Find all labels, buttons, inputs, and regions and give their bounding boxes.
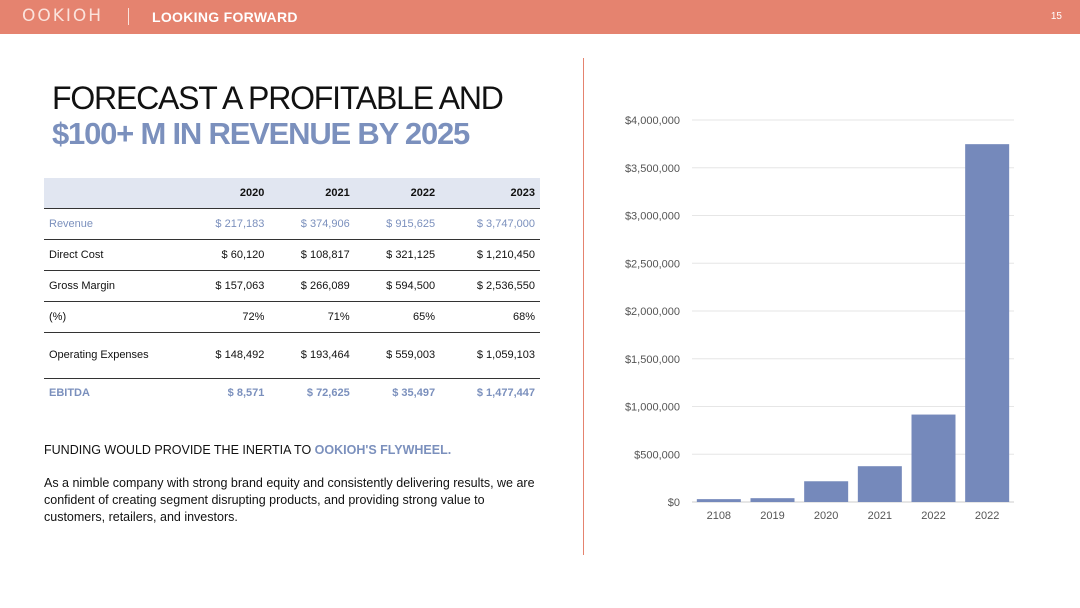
bar: [804, 481, 849, 502]
cell-value: $ 3,747,000: [440, 208, 540, 240]
bar: [857, 466, 902, 502]
y-tick-label: $0: [668, 497, 680, 509]
table-header-2023: 2023: [440, 178, 540, 209]
y-tick-label: $2,500,000: [625, 258, 680, 270]
cell-value: 68%: [440, 301, 540, 333]
row-label: EBITDA: [49, 387, 90, 400]
cell-value: $ 1,477,447: [476, 387, 535, 400]
cell-value: 72%: [184, 301, 270, 333]
table-row-gross-margin: Gross Margin $ 157,063 $ 266,089 $ 594,5…: [44, 270, 540, 302]
y-tick-label: $4,000,000: [625, 115, 680, 127]
cell-value: $ 1,210,450: [440, 239, 540, 271]
cell-value: $ 266,089: [269, 270, 355, 302]
cell-value: $ 321,125: [354, 239, 441, 271]
cell-value: $ 60,120: [184, 239, 270, 271]
x-tick-label: 2108: [707, 510, 731, 522]
x-tick-label: 2019: [760, 510, 784, 522]
cell-value: $ 374,906: [269, 208, 355, 240]
cell-value: $ 35,497: [392, 387, 436, 400]
y-tick-label: $3,000,000: [625, 211, 680, 223]
table-header-empty: [44, 178, 184, 209]
brand-logo: OOKIOH: [22, 6, 104, 26]
row-label: Operating Expenses: [44, 332, 184, 379]
table-header-2022: 2022: [354, 178, 441, 209]
table-row-direct-cost: Direct Cost $ 60,120 $ 108,817 $ 321,125…: [44, 239, 540, 271]
header-bar: OOKIOH LOOKING FORWARD 15: [0, 0, 1080, 34]
cell-value: $ 8,571: [227, 387, 265, 400]
cell-value: $ 915,625: [354, 208, 441, 240]
row-label: (%): [44, 301, 184, 333]
cell-value: $ 72,625: [306, 387, 350, 400]
row-label: Gross Margin: [44, 270, 184, 302]
row-label: Direct Cost: [44, 239, 184, 271]
bar: [965, 144, 1010, 502]
page-title-line2: $100+ M IN REVENUE BY 2025: [52, 116, 470, 151]
table-row-ebitda: EBITDA $ 8,571 $ 72,625 $ 35,497 $ 1,477…: [44, 378, 540, 408]
funding-statement: FUNDING WOULD PROVIDE THE INERTIA TO OOK…: [44, 443, 451, 457]
cell-value: $ 559,003: [354, 332, 441, 379]
table-row-revenue: Revenue $ 217,183 $ 374,906 $ 915,625 $ …: [44, 208, 540, 240]
funding-prefix: FUNDING WOULD PROVIDE THE INERTIA TO: [44, 443, 315, 457]
y-tick-label: $1,000,000: [625, 402, 680, 414]
bar: [696, 499, 741, 502]
cell-value: $ 148,492: [184, 332, 270, 379]
cell-value: $ 193,464: [269, 332, 355, 379]
cell-value: $ 2,536,550: [440, 270, 540, 302]
bar: [911, 414, 956, 502]
y-tick-label: $500,000: [634, 449, 680, 461]
x-tick-label: 2020: [814, 510, 838, 522]
table-row-percent: (%) 72% 71% 65% 68%: [44, 301, 540, 333]
cell-value: 65%: [354, 301, 441, 333]
table-header-2021: 2021: [269, 178, 355, 209]
y-tick-label: $2,000,000: [625, 306, 680, 318]
cell-value: 71%: [269, 301, 355, 333]
x-tick-label: 2022: [975, 510, 999, 522]
table-header-2020: 2020: [184, 178, 270, 209]
x-tick-label: 2022: [921, 510, 945, 522]
vertical-divider: [583, 58, 584, 555]
cell-value: $ 594,500: [354, 270, 441, 302]
y-tick-label: $1,500,000: [625, 354, 680, 366]
cell-value: $ 217,183: [184, 208, 270, 240]
body-paragraph: As a nimble company with strong brand eq…: [44, 476, 535, 524]
cell-value: $ 1,059,103: [440, 332, 540, 379]
table-row-operating-expenses: Operating Expenses $ 148,492 $ 193,464 $…: [44, 332, 540, 379]
bar: [750, 498, 795, 502]
funding-highlight: OOKIOH'S FLYWHEEL.: [314, 443, 452, 457]
table-header-row: 2020 2021 2022 2023: [44, 178, 540, 209]
cell-value: $ 108,817: [269, 239, 355, 271]
x-tick-label: 2021: [868, 510, 892, 522]
cell-value: $ 157,063: [184, 270, 270, 302]
y-tick-label: $3,500,000: [625, 163, 680, 175]
financial-table: 2020 2021 2022 2023 Revenue $ 217,183 $ …: [44, 178, 540, 408]
row-label: Revenue: [44, 208, 184, 240]
header-divider: [128, 8, 129, 25]
page-number: 15: [1050, 11, 1062, 22]
page-title-line1: FORECAST A PROFITABLE AND: [52, 80, 504, 116]
section-title: LOOKING FORWARD: [152, 9, 298, 25]
revenue-bar-chart: $0 $500,000 $1,000,000 $1,500,000 $2,000,000…: [625, 115, 1014, 522]
